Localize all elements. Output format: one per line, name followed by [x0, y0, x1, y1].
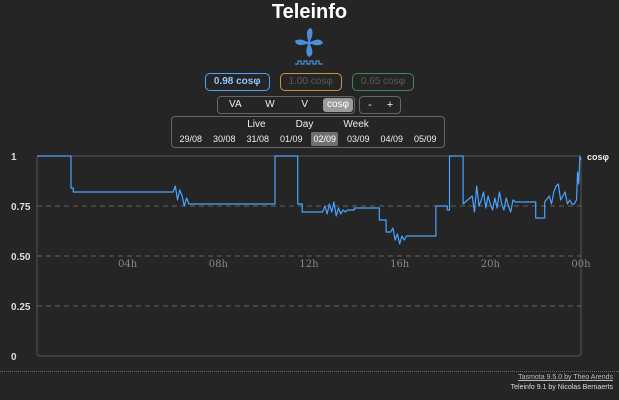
- day-04-09[interactable]: 04/09: [380, 134, 404, 144]
- x-tick-label: 12h: [299, 259, 319, 270]
- unit-w-button[interactable]: W: [265, 99, 275, 110]
- period-tabs: Live Day Week: [172, 117, 444, 132]
- period-selector: Live Day Week 29/08 30/08 31/08 01/09 02…: [171, 116, 445, 148]
- tab-week[interactable]: Week: [343, 119, 369, 130]
- x-tick-label: 00h: [571, 259, 591, 270]
- unit-cosphi-button[interactable]: cosφ: [323, 98, 354, 112]
- x-tick-label: 20h: [481, 259, 501, 270]
- x-tick-label: 04h: [118, 259, 138, 270]
- zoom-out-button[interactable]: -: [368, 99, 372, 111]
- phase-selector: 0.98 cosφ 1.00 cosφ 0.65 cosφ: [0, 73, 619, 91]
- cosphi-chart: 1 0.75 0.50 0.25 0 04h 08h 12h 16h 20h 00h cosφ: [11, 152, 610, 363]
- day-30-08[interactable]: 30/08: [212, 134, 236, 144]
- tasmota-link[interactable]: Tasmota 9.5.0 by Theo Arends: [518, 374, 613, 381]
- y-tick-label: 1: [11, 152, 17, 163]
- day-29-08[interactable]: 29/08: [179, 134, 203, 144]
- day-list: 29/08 30/08 31/08 01/09 02/09 03/09 04/0…: [172, 132, 444, 146]
- phase-1-button[interactable]: 0.98 cosφ: [204, 73, 270, 91]
- tab-day[interactable]: Day: [295, 119, 314, 130]
- day-01-09[interactable]: 01/09: [279, 134, 303, 144]
- zoom-in-button[interactable]: +: [386, 99, 394, 111]
- footer-divider: [0, 371, 619, 372]
- unit-label: cosφ: [587, 152, 610, 162]
- phase-2-button[interactable]: 1.00 cosφ: [279, 73, 342, 91]
- fan-meter-logo-icon: [295, 28, 323, 65]
- series-line-0: [37, 155, 582, 245]
- y-tick-label: 0: [11, 352, 17, 363]
- unit-v-button[interactable]: V: [301, 99, 309, 110]
- y-tick-label: 0.50: [11, 252, 31, 263]
- day-05-09[interactable]: 05/09: [413, 134, 437, 144]
- day-02-09[interactable]: 02/09: [311, 132, 339, 146]
- page-title: Teleinfo: [271, 1, 348, 23]
- unit-selector: VA W V cosφ: [217, 96, 355, 114]
- zoom-controls: - +: [359, 96, 401, 114]
- phase-3-button[interactable]: 0.65 cosφ: [351, 73, 415, 91]
- teleinfo-credit: Teleinfo 9.1 by Nicolas Bernaerts: [510, 384, 613, 391]
- tab-live[interactable]: Live: [247, 119, 266, 130]
- x-tick-label: 08h: [209, 259, 229, 270]
- x-tick-label: 16h: [390, 259, 410, 270]
- day-31-08[interactable]: 31/08: [246, 134, 270, 144]
- day-03-09[interactable]: 03/09: [346, 134, 370, 144]
- unit-va-button[interactable]: VA: [229, 99, 242, 110]
- y-tick-label: 0.75: [11, 202, 31, 213]
- y-tick-label: 0.25: [11, 302, 31, 313]
